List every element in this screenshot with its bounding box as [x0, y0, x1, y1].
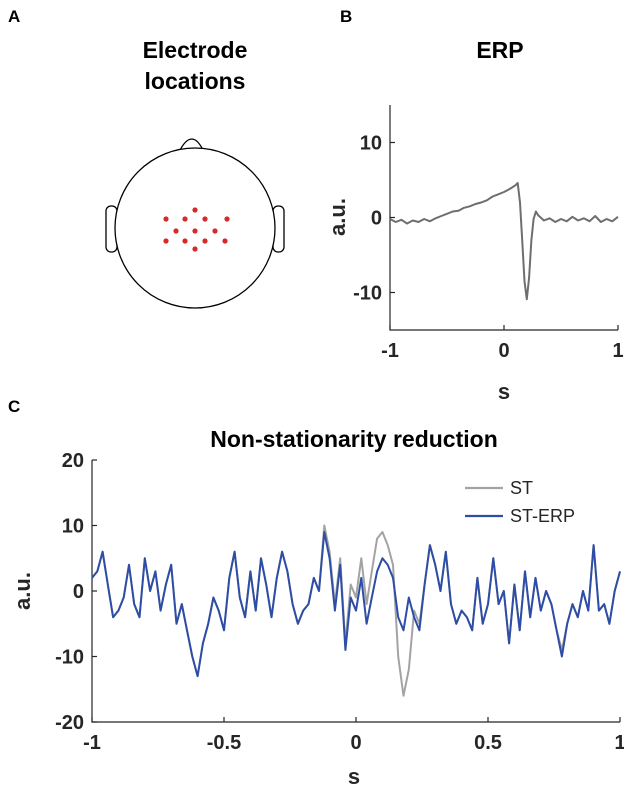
electrode-dot [222, 238, 228, 244]
electrode-dot [224, 216, 230, 222]
nonstationarity-x-tick-label: -0.5 [207, 732, 241, 754]
head-outline [114, 147, 276, 309]
erp-x-tick-label: -1 [381, 340, 399, 362]
nonstationarity-x-tick-label: 1 [614, 732, 624, 754]
electrode-dot [163, 216, 169, 222]
legend-label-st: ST [510, 478, 533, 498]
panel-a-title-line2: locations [145, 68, 246, 94]
panel-a-title-line1: Electrode [143, 37, 248, 63]
nonstationarity-y-tick-label: -20 [55, 712, 84, 734]
panel-c-title: Non-stationarity reduction [210, 426, 498, 452]
electrode-dot [182, 216, 188, 222]
nonstationarity-y-tick-label: 0 [73, 581, 84, 603]
nonstationarity-x-tick-label: 0.5 [474, 732, 502, 754]
nonstationarity-x-axis-label: s [348, 764, 360, 789]
erp-y-axis-label: a.u. [325, 198, 350, 236]
nonstationarity-x-tick-label: 0 [350, 732, 361, 754]
nonstationarity-y-tick-label: -10 [55, 647, 84, 669]
erp-x-tick-label: 1 [612, 340, 623, 362]
electrode-dot [212, 228, 218, 234]
erp-x-ticks: -1 0 1 [381, 325, 624, 362]
nonstationarity-chart: -20 -10 0 10 20 -1 -0.5 0 0.5 1 a.u. s ST ST-ERP [10, 450, 624, 789]
nonstationarity-y-axis-label: a.u. [10, 572, 35, 610]
electrode-group [163, 207, 230, 252]
erp-x-axis-label: s [498, 379, 510, 404]
electrode-dot [173, 228, 179, 234]
erp-x-tick-label: 0 [498, 340, 509, 362]
erp-series [389, 182, 619, 301]
electrode-dot [182, 238, 188, 244]
electrode-dot [202, 238, 208, 244]
erp-y-tick-label: -10 [353, 283, 382, 305]
panel-b-label: B [340, 7, 352, 26]
legend: ST ST-ERP [465, 478, 575, 526]
electrode-dot [192, 207, 198, 213]
erp-y-tick-label: 10 [360, 133, 382, 155]
panel-c-label: C [8, 397, 20, 416]
panel-a-label: A [8, 7, 20, 26]
electrode-dot [192, 246, 198, 252]
nonstationarity-x-tick-label: -1 [83, 732, 101, 754]
head-diagram [105, 138, 285, 309]
electrode-dot [192, 228, 198, 234]
nonstationarity-y-tick-label: 20 [62, 450, 84, 472]
nonstationarity-y-ticks: -20 -10 0 10 20 [55, 450, 97, 734]
st-erp-line [91, 531, 621, 678]
panel-b-title: ERP [476, 37, 523, 63]
electrode-dot [202, 216, 208, 222]
legend-label-st-erp: ST-ERP [510, 506, 575, 526]
nonstationarity-x-ticks: -1 -0.5 0 0.5 1 [83, 717, 624, 754]
nonstationarity-y-tick-label: 10 [62, 516, 84, 538]
erp-y-tick-label: 0 [371, 208, 382, 230]
nonstationarity-series [91, 524, 621, 697]
electrode-dot [163, 238, 169, 244]
erp-y-ticks: -10 0 10 [353, 133, 395, 305]
erp-line [389, 182, 619, 301]
